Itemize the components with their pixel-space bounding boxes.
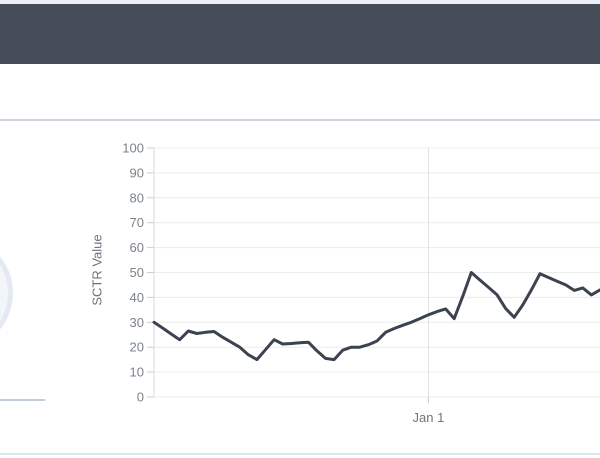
x-axis-tick-label: Jan 1	[412, 410, 445, 425]
y-tick-label: 20	[130, 340, 144, 355]
y-tick-label: 70	[130, 215, 144, 230]
y-tick-label: 50	[130, 265, 144, 280]
y-tick-label: 40	[130, 290, 144, 305]
y-tick-label: 30	[130, 315, 144, 330]
y-tick-label: 80	[130, 190, 144, 205]
y-tick-label: 60	[130, 240, 144, 255]
page-background-strip	[0, 0, 600, 4]
y-tick-label: 100	[122, 141, 144, 156]
bottom-divider	[0, 453, 600, 455]
app-header	[0, 4, 600, 64]
series-line	[152, 271, 600, 362]
y-tick-label: 0	[137, 390, 144, 405]
y-tick-label: 90	[130, 165, 144, 180]
y-axis-title: SCTR Value	[89, 234, 105, 306]
left-partial-rule	[0, 399, 45, 401]
y-tick-label: 10	[130, 365, 144, 380]
panel-divider	[0, 119, 600, 121]
